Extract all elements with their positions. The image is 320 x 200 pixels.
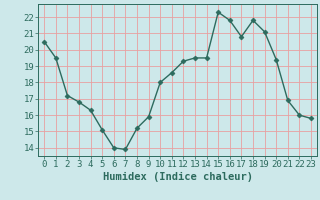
X-axis label: Humidex (Indice chaleur): Humidex (Indice chaleur) (103, 172, 252, 182)
